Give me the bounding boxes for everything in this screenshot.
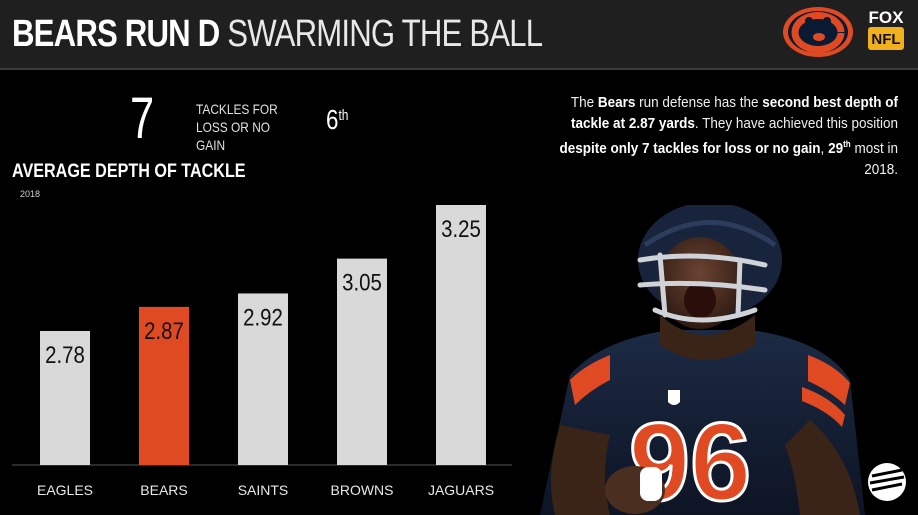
bar-eagles [40, 330, 90, 465]
desc-part: The [570, 94, 598, 111]
title-bold: BEARS RUN D [12, 13, 220, 55]
jersey-number: 96 [629, 401, 751, 515]
desc-sup: th [843, 139, 851, 149]
player-photo: 96 [540, 205, 865, 515]
fox-nfl-logo-icon: FOX NFL [868, 8, 905, 50]
value-label-jaguars: 3.25 [441, 215, 481, 242]
value-label-eagles: 2.78 [45, 341, 85, 368]
value-label-browns: 3.05 [342, 269, 382, 296]
category-label-eagles: EAGLES [37, 482, 93, 498]
value-label-saints: 2.92 [243, 304, 283, 331]
category-label-bears: BEARS [140, 482, 187, 498]
desc-part: run defense has the [635, 94, 763, 111]
rank-suffix: th [338, 107, 349, 124]
desc-bold: 29 [828, 140, 844, 157]
chart-title: AVERAGE DEPTH OF TACKLE [12, 161, 246, 182]
title-light: SWARMING THE BALL [227, 13, 543, 55]
desc-part: , [820, 140, 829, 157]
fox-text: FOX [869, 8, 905, 27]
category-label-saints: SAINTS [238, 482, 289, 498]
pff-logo-icon [868, 463, 906, 501]
bar-saints [238, 293, 288, 465]
tackles-label: TACKLES FOR LOSS OR NO GAIN [196, 101, 278, 153]
chart-subtitle: 2018 [20, 189, 41, 199]
category-label-browns: BROWNS [331, 482, 394, 498]
desc-bold: despite only 7 tackles for loss or no ga… [559, 140, 821, 157]
rank-number: 6 [326, 104, 339, 135]
rank-value: 6th [326, 104, 348, 136]
bar-bears [139, 306, 189, 465]
bar-chart: 2.78 EAGLES 2.87 BEARS 2.92 SAINTS 3.05 BROWNS 3… [12, 205, 512, 498]
desc-part: . They have achieved this position [694, 115, 898, 132]
bar-browns [337, 258, 387, 465]
bears-logo-icon [783, 7, 853, 57]
description-text: The Bears run defense has the second bes… [547, 92, 898, 180]
desc-bold: Bears [597, 94, 636, 111]
nfl-text: NFL [871, 31, 900, 48]
value-label-bears: 2.87 [144, 317, 184, 344]
category-label-jaguars: JAGUARS [428, 482, 494, 498]
tackles-value: 7 [130, 86, 155, 151]
header-bar: BEARS RUN D SWARMING THE BALL FOX NFL [0, 0, 918, 70]
desc-part: most in 2018. [850, 140, 898, 178]
bar-jaguars [436, 205, 486, 465]
desc-bold: second best depth of tackle at 2.87 yard… [571, 94, 898, 132]
page-title: BEARS RUN D SWARMING THE BALL [12, 12, 543, 56]
